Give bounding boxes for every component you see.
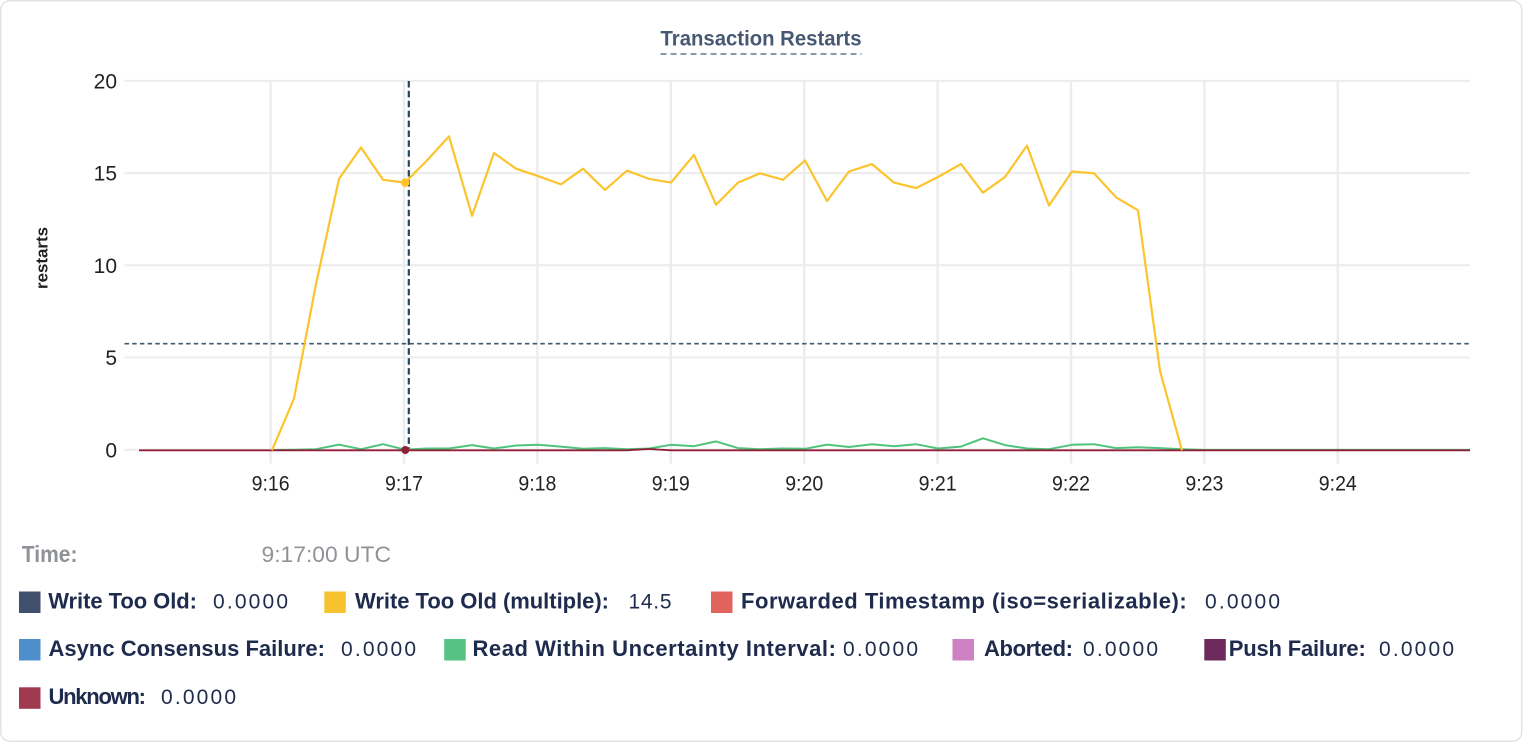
svg-text:Aborted:: Aborted: — [984, 636, 1073, 661]
svg-text:0.0000: 0.0000 — [1083, 638, 1158, 661]
svg-text:restarts: restarts — [33, 227, 52, 289]
svg-text:9:23: 9:23 — [1185, 473, 1223, 496]
svg-text:9:22: 9:22 — [1052, 473, 1090, 496]
svg-text:9:20: 9:20 — [785, 473, 823, 496]
svg-text:10: 10 — [94, 255, 117, 278]
svg-text:0.0000: 0.0000 — [843, 638, 918, 661]
svg-text:0.0000: 0.0000 — [1379, 638, 1454, 661]
svg-text:Transaction Restarts: Transaction Restarts — [661, 28, 862, 51]
svg-text:Unknown:: Unknown: — [49, 684, 147, 709]
svg-text:14.5: 14.5 — [629, 590, 672, 613]
svg-text:0.0000: 0.0000 — [161, 686, 236, 709]
svg-text:5: 5 — [105, 347, 117, 370]
svg-text:0.0000: 0.0000 — [213, 590, 288, 613]
svg-text:0.0000: 0.0000 — [1205, 590, 1280, 613]
svg-text:9:17:00 UTC: 9:17:00 UTC — [262, 542, 392, 567]
svg-text:Push Failure:: Push Failure: — [1229, 636, 1366, 661]
svg-text:9:18: 9:18 — [518, 473, 556, 496]
svg-text:Async Consensus Failure:: Async Consensus Failure: — [49, 636, 326, 661]
svg-text:9:21: 9:21 — [919, 473, 957, 496]
svg-text:0: 0 — [105, 439, 117, 462]
svg-text:9:16: 9:16 — [252, 473, 290, 496]
svg-text:15: 15 — [94, 163, 117, 186]
svg-text:0.0000: 0.0000 — [341, 638, 416, 661]
svg-text:Time:: Time: — [22, 541, 78, 567]
svg-text:Read Within Uncertainty Interv: Read Within Uncertainty Interval: — [473, 636, 836, 661]
svg-text:9:24: 9:24 — [1319, 473, 1357, 496]
svg-text:Forwarded Timestamp (iso=seria: Forwarded Timestamp (iso=serializable): — [741, 588, 1187, 613]
svg-text:20: 20 — [94, 71, 117, 94]
svg-text:9:19: 9:19 — [652, 473, 690, 496]
svg-text:Write Too Old (multiple):: Write Too Old (multiple): — [355, 588, 609, 613]
svg-text:Write Too Old:: Write Too Old: — [48, 588, 197, 613]
svg-text:9:17: 9:17 — [385, 473, 423, 496]
